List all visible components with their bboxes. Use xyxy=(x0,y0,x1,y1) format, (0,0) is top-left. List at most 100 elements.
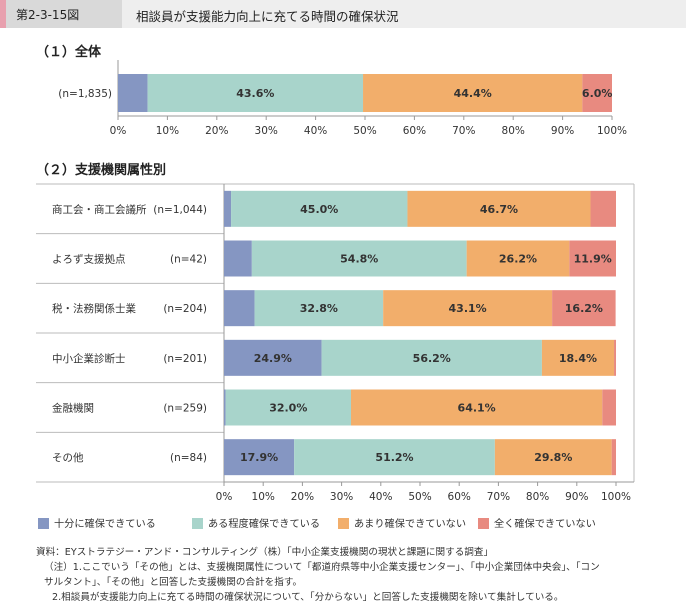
x-tick-label-overall: 60% xyxy=(403,125,426,137)
figure-title: 相談員が支援能力向上に充てる時間の確保状況 xyxy=(136,9,399,24)
x-tick-label-overall: 70% xyxy=(452,125,475,137)
x-tick-label-by-type: 40% xyxy=(369,491,392,503)
bar-none xyxy=(611,439,616,476)
note-line-3: 2.相談員が支援能力向上に充てる時間の確保状況について、「分からない」と回答した… xyxy=(52,592,564,603)
bar-sufficient xyxy=(224,240,252,277)
bar-little xyxy=(494,439,612,476)
category-n-label: (n=201) xyxy=(163,353,207,365)
category-n-label: (n=204) xyxy=(163,303,207,315)
x-tick-label-by-type: 70% xyxy=(487,491,510,503)
data-label-some: 54.8% xyxy=(340,253,378,266)
data-label-some: 32.0% xyxy=(269,402,307,415)
x-tick-label-overall: 20% xyxy=(205,125,228,137)
data-label-little: 29.8% xyxy=(534,451,572,464)
bar-sufficient xyxy=(224,290,255,327)
bar-sufficient xyxy=(224,439,295,476)
data-label-some: 51.2% xyxy=(375,451,413,464)
figure-header: 第2-3-15図 相談員が支援能力向上に充てる時間の確保状況 xyxy=(0,0,686,28)
x-tick-label-by-type: 10% xyxy=(252,491,275,503)
section-title-by-type: （２）支援機関属性別 xyxy=(36,162,166,178)
legend-label-sufficient: 十分に確保できている xyxy=(54,517,156,530)
bar-overall-sufficient xyxy=(118,74,148,112)
figure-number: 第2-3-15図 xyxy=(16,8,80,22)
category-label-overall: (n=1,835) xyxy=(58,88,112,100)
data-label-some: 56.2% xyxy=(413,352,451,365)
category-n-label: (n=42) xyxy=(170,254,207,266)
category-n-label: (n=1,044) xyxy=(153,204,207,216)
x-tick-label-overall: 80% xyxy=(502,125,525,137)
x-tick-label-by-type: 60% xyxy=(448,491,471,503)
data-label-some: 45.0% xyxy=(300,203,338,216)
bar-overall-little xyxy=(363,74,583,112)
bar-some xyxy=(294,439,495,476)
x-tick-label-overall: 100% xyxy=(597,125,627,137)
category-label: 税・法務関係士業 xyxy=(52,302,136,315)
data-label-little: 26.2% xyxy=(499,253,537,266)
section-title-overall: （１）全体 xyxy=(36,44,102,60)
category-label: その他 xyxy=(52,451,84,464)
bar-none xyxy=(569,240,616,277)
legend-swatch-none xyxy=(478,518,489,529)
x-tick-label-by-type: 30% xyxy=(330,491,353,503)
legend-swatch-little xyxy=(338,518,349,529)
bar-none xyxy=(614,339,616,376)
data-label-little: 64.1% xyxy=(458,402,496,415)
bar-some xyxy=(254,290,384,327)
data-label-overall-none: 6.0% xyxy=(582,87,613,100)
bar-little xyxy=(466,240,570,277)
x-tick-label-by-type: 0% xyxy=(216,491,233,503)
bar-sufficient xyxy=(224,190,232,227)
bar-overall-none xyxy=(582,74,612,112)
category-n-label: (n=259) xyxy=(163,403,207,415)
legend-label-none: 全く確保できていない xyxy=(494,517,596,530)
data-label-none: 16.2% xyxy=(565,302,603,315)
bar-little xyxy=(541,339,615,376)
data-label-some: 32.8% xyxy=(300,302,338,315)
data-label-little: 46.7% xyxy=(480,203,518,216)
bar-little xyxy=(407,190,591,227)
source-line: 資料：EYストラテジー・アンド・コンサルティング（株）「中小企業支援機関の現状と… xyxy=(36,547,494,558)
x-tick-label-overall: 10% xyxy=(156,125,179,137)
bar-some xyxy=(251,240,467,277)
bar-none xyxy=(602,389,616,426)
bar-none xyxy=(590,190,616,227)
stacked-bar-chart: （１）全体 (n=1,835) 43.6% 44.4% 6.0% 0% 10% 20% 30% 4… xyxy=(36,44,635,530)
data-label-none: 11.9% xyxy=(574,253,612,266)
bar-some xyxy=(225,389,352,426)
legend-swatch-some xyxy=(192,518,203,529)
data-label-little: 18.4% xyxy=(559,352,597,365)
x-tick-label-overall: 40% xyxy=(304,125,327,137)
data-label-overall-some: 43.6% xyxy=(236,87,274,100)
bar-little xyxy=(383,290,553,327)
x-tick-label-overall: 0% xyxy=(110,125,127,137)
category-label: 商工会・商工会議所 xyxy=(52,203,147,216)
bar-sufficient xyxy=(224,339,322,376)
category-label: 金融機関 xyxy=(52,402,94,415)
bar-sufficient xyxy=(224,389,226,426)
x-tick-label-overall: 90% xyxy=(551,125,574,137)
legend-label-some: ある程度確保できている xyxy=(208,517,320,530)
category-label: 中小企業診断士 xyxy=(52,352,126,365)
x-tick-label-overall: 50% xyxy=(353,125,376,137)
x-tick-label-by-type: 100% xyxy=(601,491,631,503)
legend-swatch-sufficient xyxy=(38,518,49,529)
data-label-sufficient: 17.9% xyxy=(240,451,278,464)
note-line-1: （注）1.ここでいう「その他」とは、支援機関属性について「都道府県等中小企業支援… xyxy=(44,562,600,573)
data-label-overall-little: 44.4% xyxy=(454,87,492,100)
category-n-label: (n=84) xyxy=(170,452,207,464)
bar-overall-some xyxy=(147,74,364,112)
category-label: よろず支援拠点 xyxy=(52,253,126,266)
bar-some xyxy=(231,190,408,227)
bar-little xyxy=(351,389,603,426)
figure-number-tag: 第2-3-15図 xyxy=(0,0,122,28)
bar-some xyxy=(321,339,542,376)
data-label-little: 43.1% xyxy=(449,302,487,315)
legend-label-little: あまり確保できていない xyxy=(354,517,466,530)
bar-none xyxy=(552,290,616,327)
x-tick-label-by-type: 90% xyxy=(565,491,588,503)
data-label-sufficient: 24.9% xyxy=(254,352,292,365)
note-line-2: サルタント」、「その他」と回答した支援機関の合計を指す。 xyxy=(44,577,303,588)
x-tick-label-overall: 30% xyxy=(255,125,278,137)
x-tick-label-by-type: 80% xyxy=(526,491,549,503)
x-tick-label-by-type: 20% xyxy=(291,491,314,503)
